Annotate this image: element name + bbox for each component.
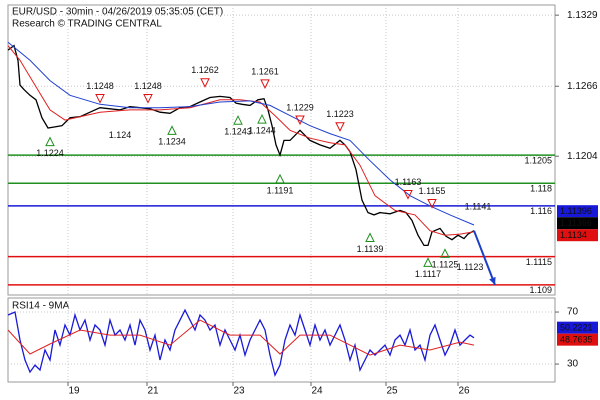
price-badge-label: 48.7635	[560, 335, 593, 345]
series-line	[7, 319, 475, 356]
high-marker	[95, 94, 105, 104]
x-tick-label: 19	[68, 386, 80, 397]
annotation-label: 1.1117	[415, 269, 441, 279]
high-marker	[403, 189, 413, 200]
annotation-label: 1.1155	[419, 186, 446, 196]
annotation-label: 1.1244	[248, 125, 276, 135]
high-marker	[260, 79, 270, 90]
y-tick-label: 1.1329	[567, 10, 598, 21]
x-tick-label: 23	[233, 386, 245, 397]
annotation-label: 1.1229	[286, 102, 314, 112]
chart-subtitle: Research © TRADING CENTRAL	[12, 19, 162, 30]
low-marker	[275, 173, 285, 184]
low-marker	[423, 257, 433, 267]
annotation-label: 1.1163	[395, 177, 422, 187]
annotation-label: 1.1123	[457, 262, 484, 272]
low-marker	[257, 113, 267, 124]
y-tick-label: 1.1204	[567, 151, 598, 162]
y-tick-label: 1.1266	[567, 81, 598, 92]
price-badge-label: 1.11396	[560, 206, 592, 216]
chart-title: EUR/USD - 30min - 04/26/2019 05:35:05 (C…	[12, 7, 223, 18]
series-line	[7, 45, 475, 236]
price-badge	[557, 205, 598, 218]
projection-arrowhead	[489, 276, 496, 285]
price-badge-label: 1.11366	[560, 218, 592, 228]
annotation-label: 1.1141	[465, 202, 492, 212]
level-label: 1.1115	[526, 257, 552, 267]
price-panel-frame	[7, 4, 556, 296]
low-marker	[167, 125, 177, 135]
low-marker	[233, 115, 243, 125]
annotation-label: 1.1139	[357, 244, 384, 254]
projection-line	[473, 230, 496, 286]
annotation-label: 1.1248	[134, 81, 162, 91]
high-marker	[295, 115, 305, 126]
annotation-label: 1.1224	[36, 148, 64, 158]
rsi-title: RSI14 - 9MA	[12, 301, 70, 312]
x-tick-label: 25	[386, 386, 398, 397]
annotation-label: 1.1262	[191, 65, 219, 75]
annotation-label: 1.1261	[251, 66, 279, 76]
price-badge	[557, 333, 598, 346]
annotation-label: 1.124	[109, 130, 132, 140]
level-label: 1.109	[529, 285, 552, 295]
price-badge-label: 50.2221	[560, 323, 593, 333]
price-badge-label: 1.1134	[560, 230, 587, 240]
y-tick-label: 70	[567, 307, 579, 318]
low-marker	[365, 232, 375, 243]
y-tick-label: 30	[567, 359, 579, 370]
x-tick-label: 24	[311, 386, 323, 397]
price-badge	[557, 217, 598, 230]
high-marker	[200, 78, 210, 88]
price-badge	[557, 321, 598, 334]
annotation-label: 1.1125	[432, 260, 459, 270]
x-tick-label: 26	[458, 386, 470, 397]
x-tick-label: 21	[147, 386, 159, 397]
series-line	[7, 308, 475, 377]
price-badge	[557, 229, 598, 242]
level-label: 1.1205	[524, 155, 552, 165]
annotation-label: 1.1248	[86, 81, 114, 91]
low-marker	[45, 136, 55, 147]
annotation-label: 1.1243	[224, 127, 252, 137]
low-marker	[440, 248, 450, 258]
annotation-label: 1.1234	[158, 137, 186, 147]
high-marker	[427, 198, 437, 209]
level-label: 1.116	[530, 206, 552, 216]
series-line	[7, 41, 475, 226]
annotation-label: 1.1191	[267, 185, 294, 195]
annotation-label: 1.1223	[326, 109, 354, 119]
high-marker	[143, 94, 153, 104]
rsi-panel-frame	[7, 297, 556, 383]
level-label: 1.118	[530, 184, 552, 194]
high-marker	[335, 122, 345, 132]
